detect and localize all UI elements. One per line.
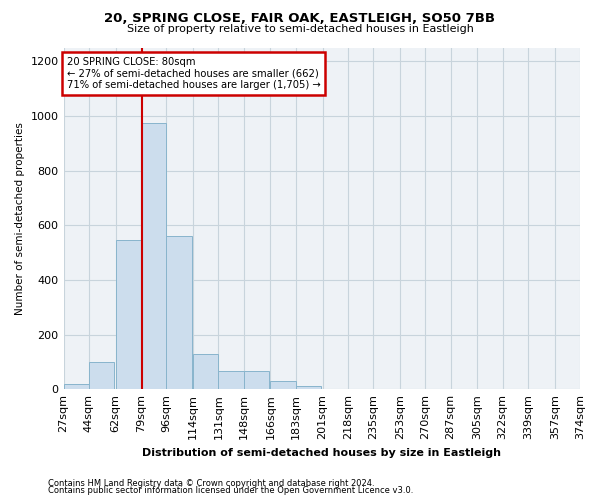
X-axis label: Distribution of semi-detached houses by size in Eastleigh: Distribution of semi-detached houses by … bbox=[142, 448, 501, 458]
Bar bbox=[218, 370, 244, 389]
Bar bbox=[271, 381, 296, 389]
Bar bbox=[89, 362, 114, 389]
Bar bbox=[166, 236, 191, 389]
Bar bbox=[296, 386, 321, 389]
Bar bbox=[141, 122, 166, 389]
Text: Contains HM Land Registry data © Crown copyright and database right 2024.: Contains HM Land Registry data © Crown c… bbox=[48, 478, 374, 488]
Text: Size of property relative to semi-detached houses in Eastleigh: Size of property relative to semi-detach… bbox=[127, 24, 473, 34]
Text: 20 SPRING CLOSE: 80sqm
← 27% of semi-detached houses are smaller (662)
71% of se: 20 SPRING CLOSE: 80sqm ← 27% of semi-det… bbox=[67, 57, 320, 90]
Bar bbox=[244, 370, 269, 389]
Text: 20, SPRING CLOSE, FAIR OAK, EASTLEIGH, SO50 7BB: 20, SPRING CLOSE, FAIR OAK, EASTLEIGH, S… bbox=[104, 12, 496, 26]
Y-axis label: Number of semi-detached properties: Number of semi-detached properties bbox=[15, 122, 25, 315]
Bar bbox=[193, 354, 218, 389]
Bar bbox=[116, 240, 141, 389]
Text: Contains public sector information licensed under the Open Government Licence v3: Contains public sector information licen… bbox=[48, 486, 413, 495]
Bar bbox=[64, 384, 89, 389]
